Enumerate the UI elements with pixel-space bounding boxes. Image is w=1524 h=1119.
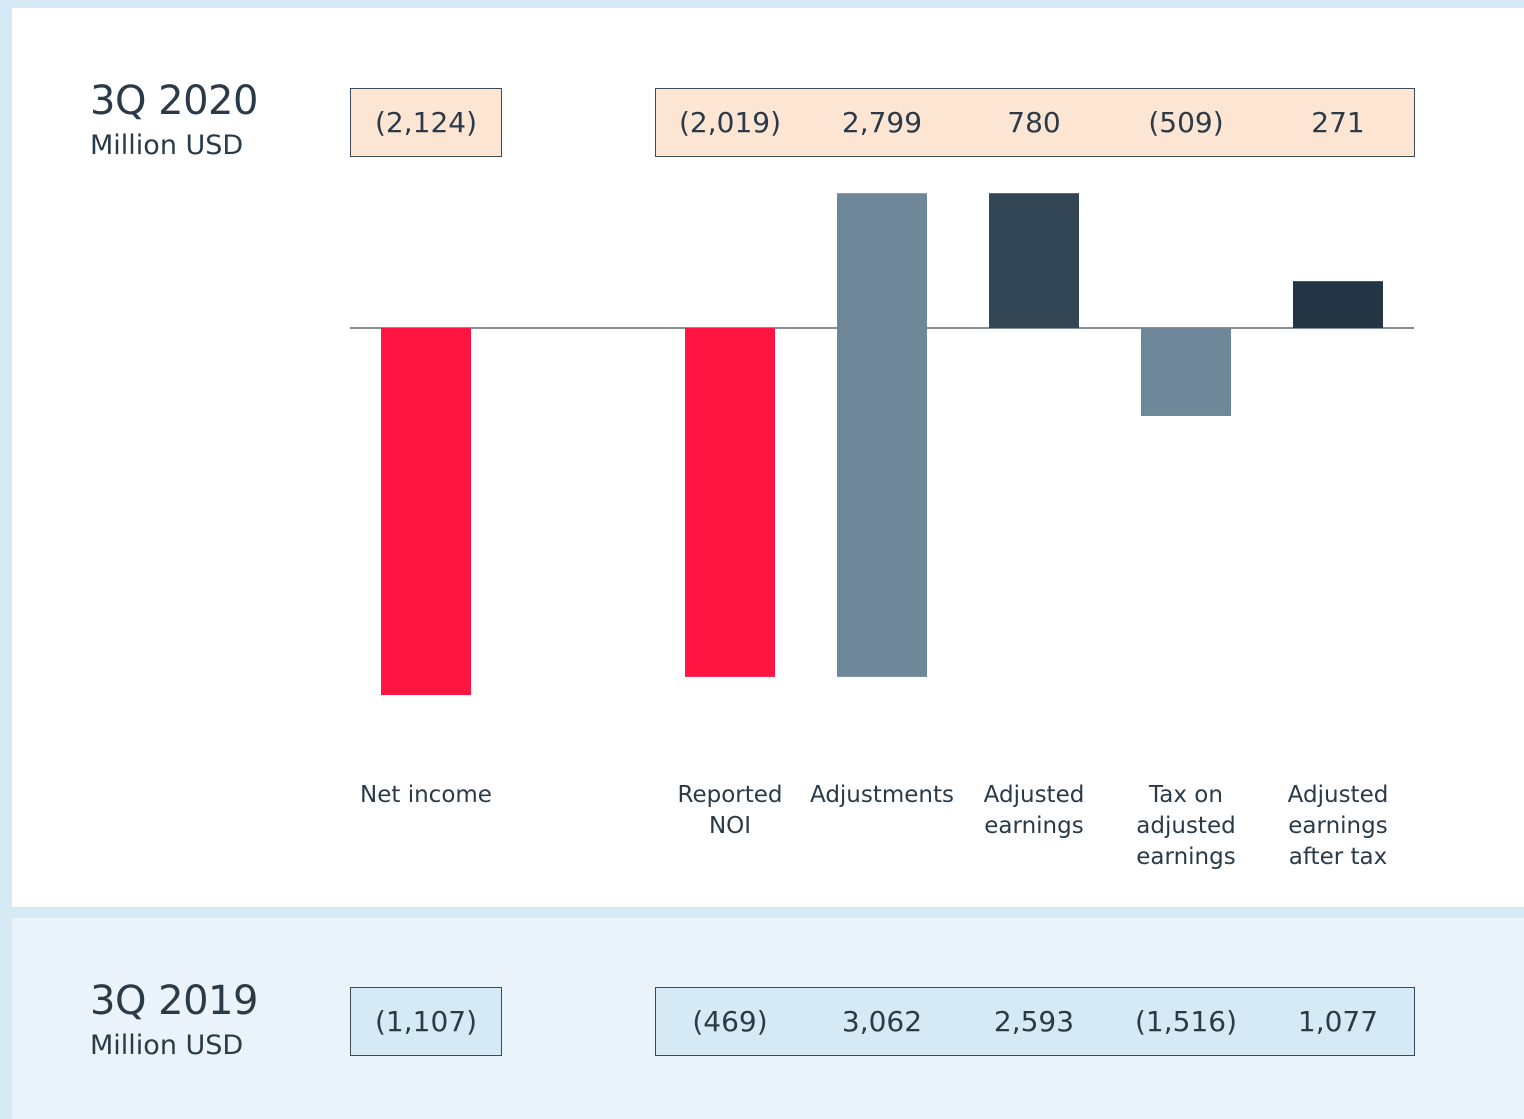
x-tick-label: Tax on adjusted earnings	[1136, 782, 1236, 870]
value-label: 2,799	[841, 106, 923, 139]
bar	[381, 328, 471, 696]
value-label: (2,124)	[374, 106, 477, 139]
comparison-value-label: 2,593	[993, 1005, 1075, 1038]
value-box	[655, 987, 1415, 1056]
value-label: (509)	[1148, 106, 1224, 139]
value-box	[350, 88, 502, 157]
comparison-subtitle: Million USD	[90, 1030, 244, 1061]
comparison-value-label: (1,107)	[374, 1005, 477, 1038]
value-box	[655, 88, 1415, 157]
x-tick-label: Net income	[360, 782, 492, 808]
comparison-title: 3Q 2019	[90, 978, 258, 1024]
value-box	[350, 987, 502, 1056]
bar	[685, 328, 775, 677]
chart-subtitle: Million USD	[90, 130, 244, 161]
comparison-value-label: 3,062	[841, 1005, 923, 1038]
x-tick-label: Adjusted earnings	[983, 782, 1085, 839]
comparison-value-label: (469)	[692, 1005, 768, 1038]
bar	[837, 193, 927, 677]
bar	[989, 193, 1079, 328]
comparison-value-label: 1,077	[1297, 1005, 1379, 1038]
bar	[1141, 328, 1231, 416]
chart-title: 3Q 2020	[90, 78, 258, 124]
value-label: 271	[1311, 106, 1365, 139]
x-tick-label: Adjusted earnings after tax	[1287, 782, 1389, 870]
bar	[1293, 281, 1383, 328]
x-tick-label: Adjustments	[809, 782, 955, 808]
value-label: 780	[1007, 106, 1061, 139]
x-tick-label: Reported NOI	[677, 782, 783, 839]
comparison-value-label: (1,516)	[1134, 1005, 1237, 1038]
value-label: (2,019)	[678, 106, 781, 139]
